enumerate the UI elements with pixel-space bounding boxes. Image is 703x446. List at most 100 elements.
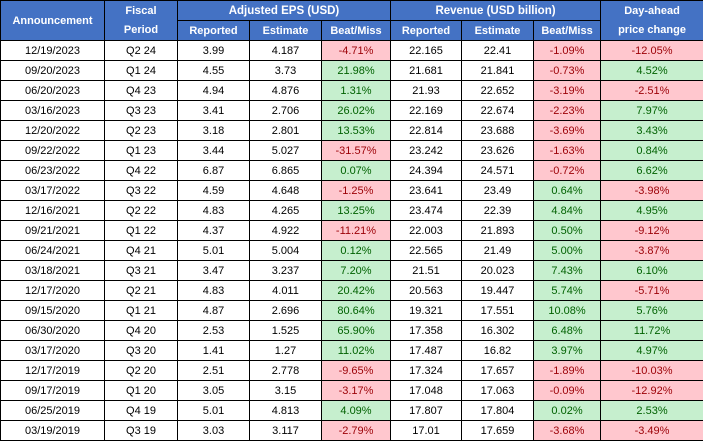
- rev-estimate-cell: 21.893: [461, 220, 534, 241]
- fiscal-period-cell: Q3 19: [104, 420, 178, 441]
- col-header-fiscal-period: Fiscal Period: [104, 0, 178, 41]
- rev-reported-cell: 23.474: [390, 200, 462, 221]
- eps-reported-cell: 3.41: [177, 100, 250, 121]
- rev-estimate-cell: 16.302: [461, 320, 534, 341]
- header-row-groups: Announcement Fiscal Period Adjusted EPS …: [0, 0, 703, 41]
- eps-estimate-cell: 4.813: [249, 400, 322, 421]
- rev-reported-cell: 17.487: [390, 340, 462, 361]
- price-change-cell: 4.97%: [600, 340, 703, 361]
- eps-reported-cell: 3.47: [177, 260, 250, 281]
- rev-reported-cell: 22.003: [390, 220, 462, 241]
- price-change-cell: -12.05%: [600, 40, 703, 61]
- fiscal-period-cell: Q4 20: [104, 320, 178, 341]
- fiscal-period-cell: Q2 23: [104, 120, 178, 141]
- announcement-cell: 03/17/2020: [0, 340, 105, 361]
- col-header-day-ahead-price-change: Day-ahead price change: [600, 0, 703, 41]
- price-change-cell: 2.53%: [600, 400, 703, 421]
- col-group-revenue: Revenue (USD billion): [389, 0, 602, 21]
- rev-estimate-cell: 17.657: [461, 360, 534, 381]
- eps-estimate-cell: 1.27: [249, 340, 322, 361]
- announcement-cell: 09/22/2022: [0, 140, 105, 161]
- rev-beatmiss-cell: -3.19%: [532, 80, 602, 101]
- fiscal-period-cell: Q2 24: [104, 40, 178, 61]
- table-row: 12/17/2019 Q2 20 2.51 2.778 -9.65% 17.324 17.6…: [0, 360, 703, 381]
- rev-estimate-cell: 17.804: [461, 400, 534, 421]
- price-change-cell: -3.87%: [600, 240, 703, 261]
- rev-beatmiss-cell: 7.43%: [532, 260, 602, 281]
- fiscal-period-cell: Q4 19: [104, 400, 178, 421]
- rev-reported-cell: 24.394: [390, 160, 462, 181]
- fiscal-period-cell: Q4 23: [104, 80, 178, 101]
- eps-beatmiss-cell: -3.17%: [321, 380, 391, 401]
- announcement-cell: 12/19/2023: [0, 40, 105, 61]
- rev-beatmiss-cell: -2.23%: [532, 100, 602, 121]
- rev-reported-cell: 17.324: [390, 360, 462, 381]
- eps-beatmiss-cell: 21.98%: [321, 60, 391, 81]
- announcement-cell: 03/17/2022: [0, 180, 105, 201]
- rev-reported-cell: 23.242: [390, 140, 462, 161]
- rev-reported-cell: 22.565: [390, 240, 462, 261]
- eps-reported-cell: 4.37: [177, 220, 250, 241]
- eps-reported-cell: 1.41: [177, 340, 250, 361]
- rev-beatmiss-cell: 4.84%: [532, 200, 602, 221]
- col-header-eps-beatmiss: Beat/Miss: [321, 20, 391, 41]
- price-change-cell: -5.71%: [600, 280, 703, 301]
- fiscal-period-cell: Q4 21: [104, 240, 178, 261]
- rev-estimate-cell: 23.626: [461, 140, 534, 161]
- eps-estimate-cell: 4.922: [249, 220, 322, 241]
- eps-estimate-cell: 4.011: [249, 280, 322, 301]
- announcement-cell: 06/20/2023: [0, 80, 105, 101]
- fiscal-period-cell: Q3 23: [104, 100, 178, 121]
- eps-beatmiss-cell: 13.25%: [321, 200, 391, 221]
- table-row: 03/18/2021 Q3 21 3.47 3.237 7.20% 21.51 20.023…: [0, 260, 703, 281]
- eps-beatmiss-cell: 13.53%: [321, 120, 391, 141]
- rev-reported-cell: 22.165: [390, 40, 462, 61]
- eps-reported-cell: 3.03: [177, 420, 250, 441]
- fiscal-label-line1: Fiscal: [125, 4, 157, 17]
- day-ahead-label-line2: price change: [618, 23, 686, 36]
- eps-reported-cell: 3.05: [177, 380, 250, 401]
- table-row: 06/25/2019 Q4 19 5.01 4.813 4.09% 17.807 17.80…: [0, 400, 703, 421]
- eps-estimate-cell: 3.117: [249, 420, 322, 441]
- table-row: 12/16/2021 Q2 22 4.83 4.265 13.25% 23.474 22.3…: [0, 200, 703, 221]
- announcement-cell: 12/16/2021: [0, 200, 105, 221]
- col-header-rev-beatmiss: Beat/Miss: [532, 20, 602, 41]
- eps-reported-cell: 5.01: [177, 400, 250, 421]
- eps-reported-cell: 4.83: [177, 200, 250, 221]
- eps-beatmiss-cell: 7.20%: [321, 260, 391, 281]
- eps-reported-cell: 3.99: [177, 40, 250, 61]
- eps-reported-cell: 4.59: [177, 180, 250, 201]
- col-header-eps-estimate: Estimate: [249, 20, 322, 41]
- announcement-cell: 03/18/2021: [0, 260, 105, 281]
- price-change-cell: -2.51%: [600, 80, 703, 101]
- col-header-eps-reported: Reported: [177, 20, 250, 41]
- fiscal-period-cell: Q2 20: [104, 360, 178, 381]
- table-header: Announcement Fiscal Period Adjusted EPS …: [0, 0, 703, 41]
- fiscal-period-cell: Q1 21: [104, 300, 178, 321]
- eps-estimate-cell: 2.778: [249, 360, 322, 381]
- announcement-cell: 03/16/2023: [0, 100, 105, 121]
- eps-estimate-cell: 5.004: [249, 240, 322, 261]
- price-change-cell: 3.43%: [600, 120, 703, 141]
- eps-beatmiss-cell: 4.09%: [321, 400, 391, 421]
- eps-reported-cell: 4.83: [177, 280, 250, 301]
- eps-reported-cell: 2.51: [177, 360, 250, 381]
- table-row: 12/17/2020 Q2 21 4.83 4.011 20.42% 20.563 19.4…: [0, 280, 703, 301]
- rev-estimate-cell: 20.023: [461, 260, 534, 281]
- eps-estimate-cell: 2.706: [249, 100, 322, 121]
- rev-beatmiss-cell: -3.69%: [532, 120, 602, 141]
- table-row: 06/20/2023 Q4 23 4.94 4.876 1.31% 21.93 22.652…: [0, 80, 703, 101]
- rev-beatmiss-cell: 0.64%: [532, 180, 602, 201]
- announcement-cell: 06/24/2021: [0, 240, 105, 261]
- announcement-cell: 09/15/2020: [0, 300, 105, 321]
- day-ahead-label-line1: Day-ahead: [624, 4, 680, 17]
- rev-reported-cell: 17.01: [390, 420, 462, 441]
- eps-reported-cell: 3.18: [177, 120, 250, 141]
- price-change-cell: 4.52%: [600, 60, 703, 81]
- eps-estimate-cell: 3.15: [249, 380, 322, 401]
- price-change-cell: 0.84%: [600, 140, 703, 161]
- rev-estimate-cell: 21.49: [461, 240, 534, 261]
- rev-beatmiss-cell: -3.68%: [532, 420, 602, 441]
- announcement-cell: 09/17/2019: [0, 380, 105, 401]
